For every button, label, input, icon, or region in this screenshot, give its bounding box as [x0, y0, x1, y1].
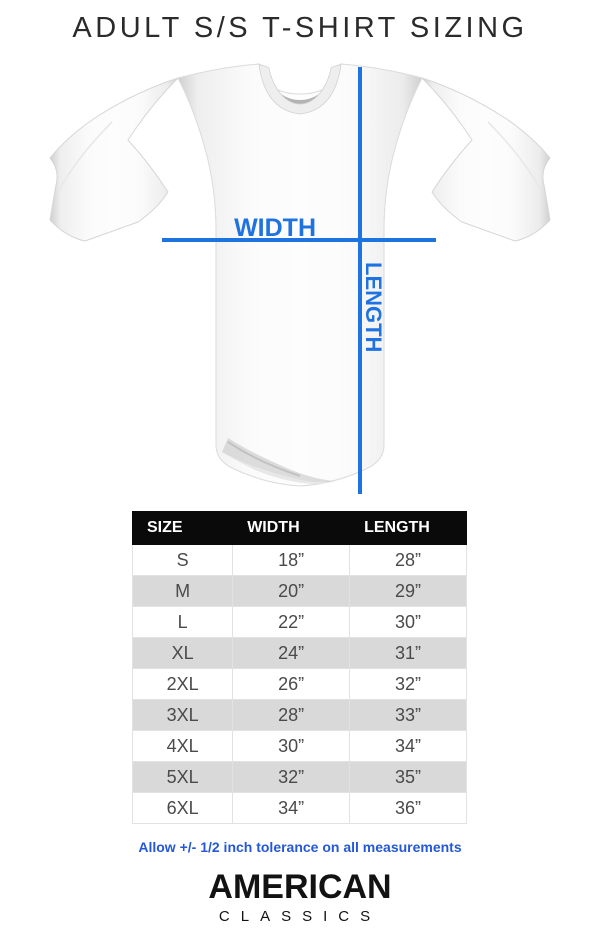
svg-text:LENGTH: LENGTH: [361, 262, 386, 352]
svg-text:WIDTH: WIDTH: [234, 214, 316, 242]
